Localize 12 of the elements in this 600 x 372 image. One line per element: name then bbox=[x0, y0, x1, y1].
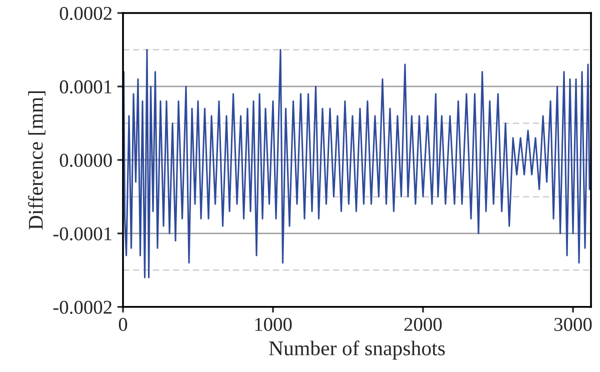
x-tick-label: 2000 bbox=[404, 318, 442, 331]
x-tick-label: 1000 bbox=[255, 318, 292, 331]
y-tick-label: 0.0002 bbox=[60, 6, 112, 20]
y-tick-label: 0.0000 bbox=[60, 154, 112, 167]
x-tick-label: 0 bbox=[118, 318, 128, 331]
y-axis-title: Difference [mm] bbox=[28, 91, 46, 230]
y-tick-label: -0.0001 bbox=[53, 227, 112, 240]
x-tick-label: 3000 bbox=[554, 318, 592, 331]
y-tick-label: -0.0002 bbox=[53, 300, 112, 314]
line-series bbox=[123, 48, 590, 278]
x-axis-title: Number of snapshots bbox=[269, 340, 445, 360]
y-tick-label: 0.0001 bbox=[60, 80, 112, 94]
